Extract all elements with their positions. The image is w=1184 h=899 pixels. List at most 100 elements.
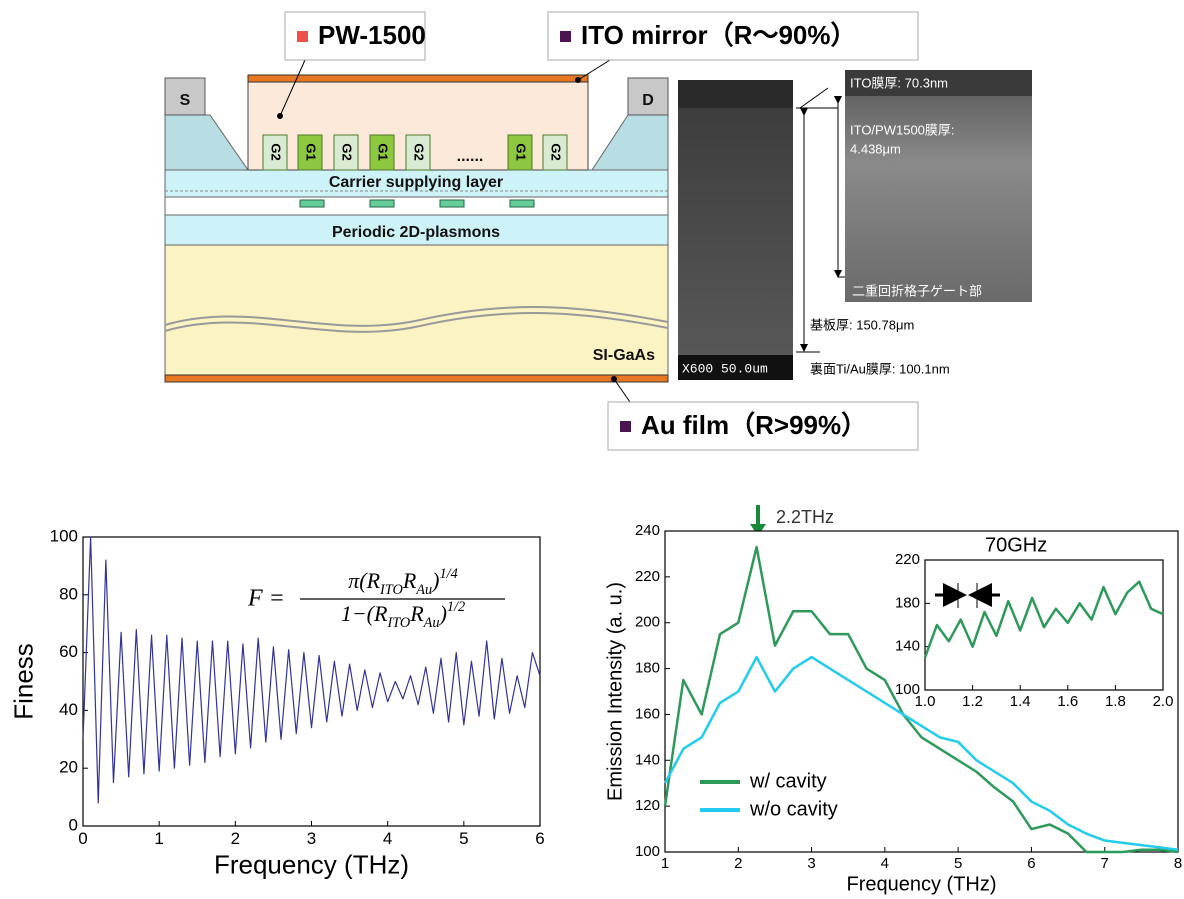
plasmon-label: Periodic 2D-plasmons	[332, 224, 500, 241]
y-tick-label: 220	[895, 551, 920, 568]
source-contact	[164, 114, 249, 171]
x-tick-label: 6	[1027, 855, 1035, 872]
pw-thickness: ITO/PW1500膜厚:	[850, 122, 955, 137]
gate	[507, 134, 533, 171]
label-box	[284, 11, 426, 61]
gate	[297, 134, 323, 171]
au-film	[164, 374, 669, 383]
callout-line	[577, 59, 611, 81]
gate	[405, 134, 431, 171]
y-tick-label: 0	[69, 815, 78, 834]
peak-arrow-head	[750, 524, 766, 536]
sem-photo	[678, 355, 793, 380]
y-axis-label: Finess	[9, 643, 39, 720]
chart-title: 70GHz	[985, 534, 1047, 556]
grating	[509, 199, 535, 208]
y-tick-label: 140	[635, 751, 660, 768]
formula-lhs: F =	[247, 586, 285, 612]
gate-region: 二重回折格子ゲート部	[852, 283, 982, 298]
device-diagram: S D G2 G1 G2 G1 G2 G1 G2 ...... Carrier supply…	[164, 11, 919, 451]
gate-label: G1	[376, 143, 391, 160]
annotation: 2.2THz	[776, 507, 834, 527]
callout-line	[279, 59, 306, 117]
sem-photo	[678, 80, 793, 108]
back-thickness: 裏面Ti/Au膜厚: 100.1nm	[810, 361, 950, 376]
x-axis-label: Frequency (THz)	[214, 849, 409, 879]
callout-line	[613, 378, 631, 403]
text-part: π(R	[348, 568, 380, 593]
gate	[333, 134, 359, 171]
text-part: 1/2	[447, 599, 465, 615]
x-tick-label: 5	[954, 855, 962, 872]
text-part: )	[438, 601, 447, 626]
gate-label: G2	[340, 143, 355, 160]
gate	[262, 134, 288, 171]
text-part: Au	[415, 582, 432, 598]
x-tick-label: 1	[154, 829, 163, 848]
y-tick-label: 100	[50, 526, 78, 545]
label-box	[547, 11, 919, 61]
sem-zoom	[845, 70, 1032, 96]
y-tick-label: 220	[635, 568, 660, 585]
drain-label: D	[642, 92, 654, 109]
x-tick-label: 5	[459, 829, 468, 848]
text-part: )	[430, 568, 439, 593]
data-line	[82, 536, 541, 804]
grating	[439, 199, 465, 208]
x-tick-label: 4	[383, 829, 392, 848]
carrier-label: Carrier supplying layer	[329, 174, 503, 191]
text-part: R	[402, 568, 417, 593]
data-line	[663, 545, 1179, 854]
gate	[542, 134, 568, 171]
carrier-layer	[164, 169, 669, 198]
text-part: ITO	[379, 582, 403, 598]
x-tick-label: 1.4	[1010, 693, 1031, 710]
y-tick-label: 180	[895, 594, 920, 611]
y-tick-label: 160	[635, 705, 660, 722]
gate-dots: ......	[457, 148, 484, 165]
wave	[164, 306, 669, 327]
text-part: Au	[423, 615, 440, 631]
drain-contact	[591, 114, 669, 171]
drain-pad	[627, 77, 669, 116]
text-part: 1−(R	[341, 601, 388, 626]
formula-denominator: 1−(RITORAu)1/2	[341, 599, 465, 631]
source-label: S	[180, 92, 191, 109]
formula-numerator: π(RITORAu)1/4	[348, 566, 458, 598]
x-tick-label: 2	[734, 855, 742, 872]
data-line	[663, 655, 1179, 851]
data-line	[923, 580, 1164, 658]
x-tick-label: 6	[535, 829, 544, 848]
legend-label: w/o cavity	[749, 798, 838, 820]
y-tick-label: 140	[895, 638, 920, 655]
gates: G2 G1 G2 G1 G2 G1 G2	[262, 134, 568, 171]
gate-label: G1	[514, 143, 529, 160]
grating	[299, 199, 325, 208]
gate-label: G2	[412, 143, 427, 160]
grating	[369, 199, 395, 208]
y-tick-label: 40	[59, 700, 78, 719]
ito-label: ITO mirror（R～90%）	[581, 20, 856, 50]
x-tick-label: 4	[881, 855, 889, 872]
x-tick-label: 2.0	[1153, 693, 1174, 710]
ito-thickness: ITO膜厚: 70.3nm	[850, 75, 948, 90]
x-axis-label: Frequency (THz)	[846, 873, 996, 895]
gate	[369, 134, 395, 171]
y-axis-label: Emission Intensity (a. u.)	[604, 582, 626, 801]
zoom-line	[799, 87, 829, 109]
x-tick-label: 1.2	[962, 693, 983, 710]
spacer	[164, 196, 669, 216]
au-label: Au film（R>99%）	[641, 410, 867, 440]
source-pad	[164, 77, 206, 116]
y-tick-label: 180	[635, 660, 660, 677]
text-part: R	[409, 601, 424, 626]
scale-bar: X600 50.0um	[682, 361, 768, 376]
x-tick-label: 1.6	[1057, 693, 1078, 710]
x-tick-label: 3	[807, 855, 815, 872]
sem-photo	[678, 80, 793, 380]
y-tick-label: 120	[635, 797, 660, 814]
text-part: 1/4	[439, 566, 457, 582]
substrate-label: SI-GaAs	[593, 347, 655, 364]
